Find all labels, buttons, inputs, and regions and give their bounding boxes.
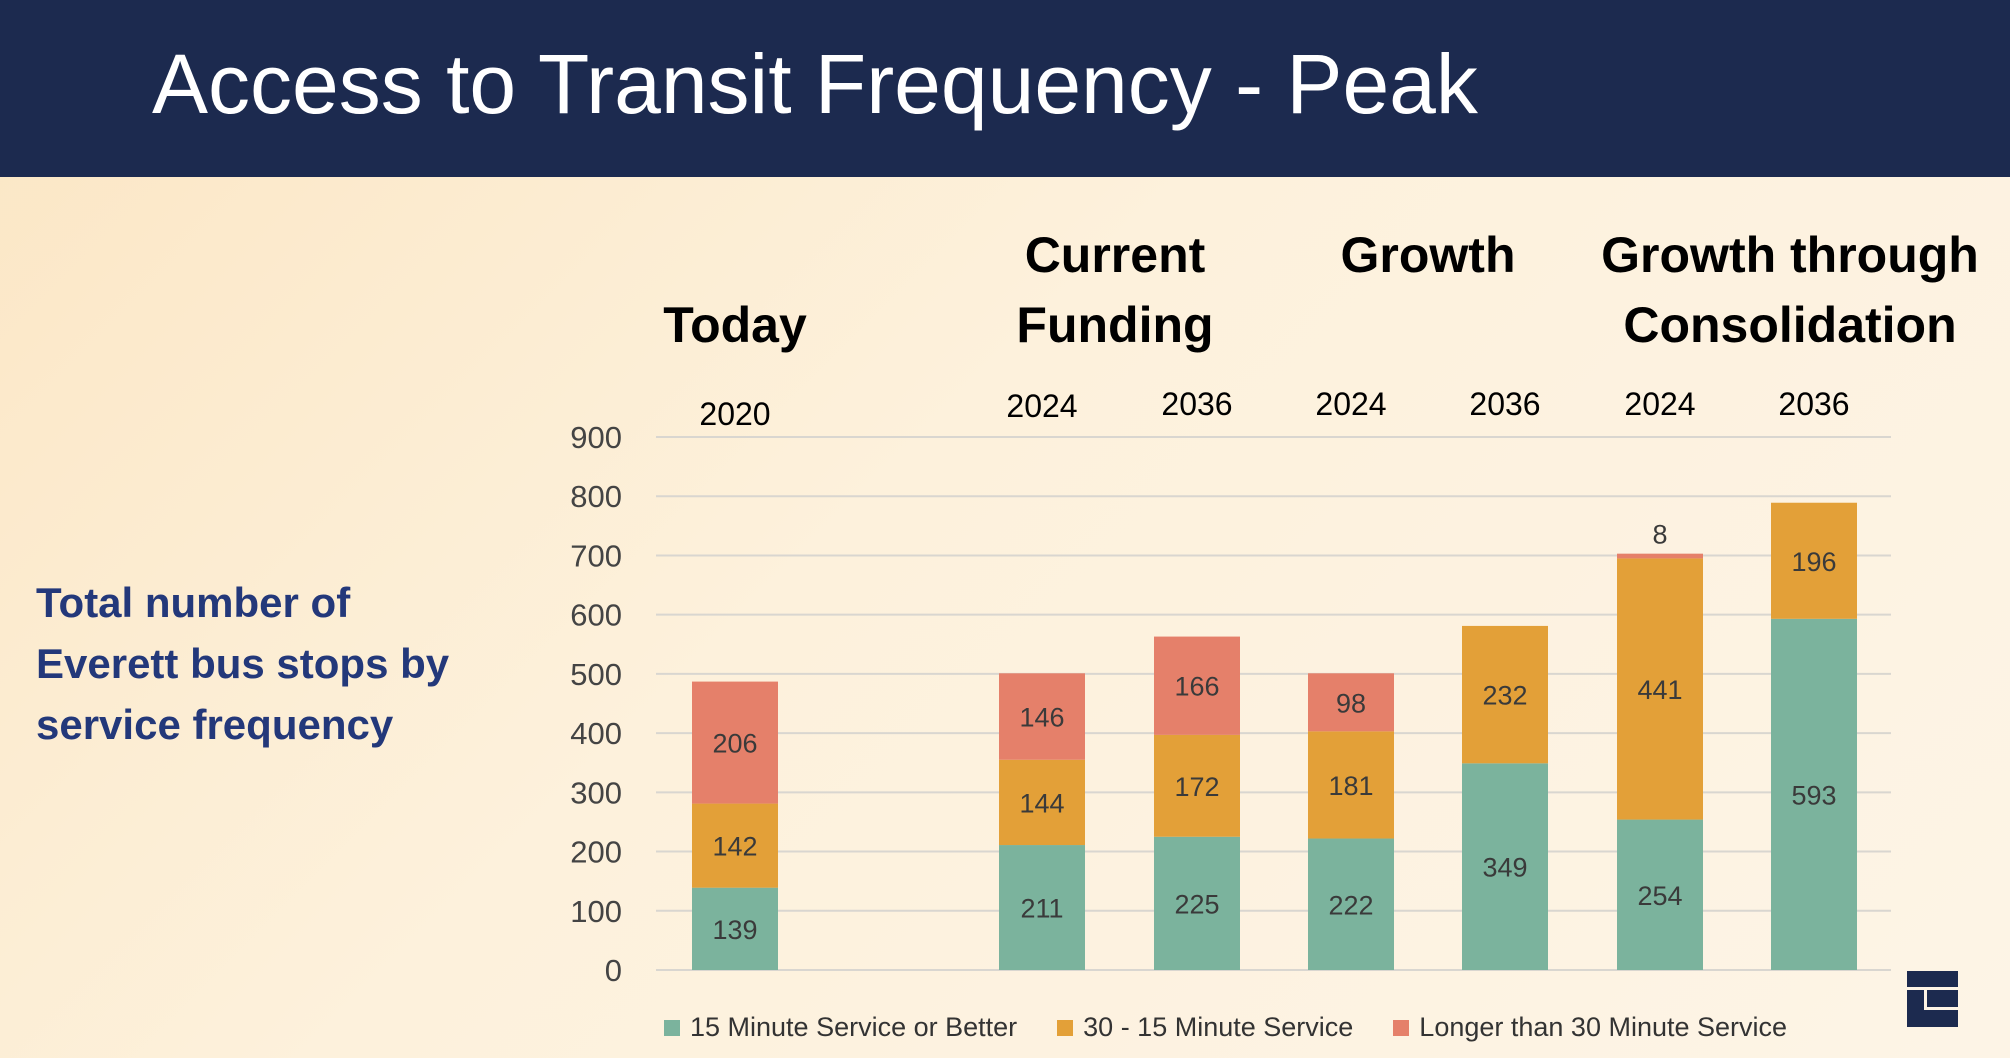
data-label: 441 bbox=[1637, 675, 1682, 705]
bar-segment bbox=[1617, 553, 1703, 559]
page-title: Access to Transit Frequency - Peak bbox=[152, 37, 1478, 131]
data-label: 172 bbox=[1174, 772, 1219, 802]
data-label: 254 bbox=[1637, 881, 1682, 911]
data-label: 144 bbox=[1019, 788, 1064, 818]
legend-label: 30 - 15 Minute Service bbox=[1083, 1012, 1354, 1042]
agency-logo-icon bbox=[1907, 971, 1958, 1027]
legend-swatch bbox=[1393, 1019, 1410, 1036]
group-label-today: Today bbox=[663, 297, 807, 353]
x-category-label: 2024 bbox=[1006, 388, 1078, 424]
bar-segment bbox=[692, 681, 778, 804]
x-category-label: 2024 bbox=[1315, 386, 1387, 422]
bar-segment bbox=[692, 803, 778, 888]
legend-item-longer-30min: Longer than 30 Minute Service bbox=[1393, 1012, 1787, 1043]
x-category-label: 2036 bbox=[1469, 386, 1541, 422]
y-tick-label: 700 bbox=[570, 538, 622, 573]
y-tick-label: 200 bbox=[570, 835, 622, 870]
bar-segment bbox=[1771, 502, 1857, 619]
bar-segment bbox=[1462, 625, 1548, 764]
y-tick-label: 300 bbox=[570, 775, 622, 810]
data-label: 206 bbox=[712, 729, 757, 759]
x-category-label: 2036 bbox=[1161, 386, 1233, 422]
bar-segment bbox=[1308, 673, 1394, 732]
y-tick-label: 100 bbox=[570, 894, 622, 929]
bar-segment bbox=[1771, 618, 1857, 970]
data-label: 593 bbox=[1791, 780, 1836, 810]
bar-segment bbox=[1617, 558, 1703, 820]
bar-segment bbox=[1617, 819, 1703, 970]
bar-segment bbox=[1154, 836, 1240, 970]
data-label: 232 bbox=[1482, 681, 1527, 711]
data-label: 225 bbox=[1174, 889, 1219, 919]
legend: 15 Minute Service or Better 30 - 15 Minu… bbox=[664, 1012, 1787, 1043]
data-label: 196 bbox=[1791, 547, 1836, 577]
y-tick-label: 900 bbox=[570, 420, 622, 455]
data-label: 146 bbox=[1019, 703, 1064, 733]
y-tick-label: 400 bbox=[570, 716, 622, 751]
bar-segment bbox=[999, 673, 1085, 760]
bar-segment bbox=[1462, 763, 1548, 970]
y-tick-label: 500 bbox=[570, 657, 622, 692]
bar-segment bbox=[1154, 734, 1240, 837]
group-label-growth: Growth bbox=[1340, 227, 1516, 283]
legend-item-30-15min: 30 - 15 Minute Service bbox=[1057, 1012, 1353, 1043]
bar-segment bbox=[999, 759, 1085, 846]
legend-item-15min: 15 Minute Service or Better bbox=[664, 1012, 1017, 1043]
y-tick-label: 600 bbox=[570, 598, 622, 633]
y-tick-label: 800 bbox=[570, 479, 622, 514]
data-label: 181 bbox=[1328, 771, 1373, 801]
data-label: 222 bbox=[1328, 890, 1373, 920]
data-label: 139 bbox=[712, 915, 757, 945]
data-label: 211 bbox=[1020, 894, 1063, 924]
group-label-current-funding: Current Funding bbox=[1016, 227, 1214, 353]
data-label: 349 bbox=[1482, 853, 1527, 883]
bar-segment bbox=[1154, 636, 1240, 735]
x-category-label: 2036 bbox=[1778, 386, 1850, 422]
legend-swatch bbox=[664, 1019, 680, 1036]
y-tick-label: 0 bbox=[605, 953, 622, 988]
legend-label: 15 Minute Service or Better bbox=[690, 1012, 1018, 1042]
data-label: 98 bbox=[1336, 688, 1366, 718]
bar-segment bbox=[692, 887, 778, 970]
legend-swatch bbox=[1057, 1019, 1074, 1036]
bar-segment bbox=[999, 845, 1085, 970]
data-label: 8 bbox=[1652, 520, 1667, 550]
x-category-label: 2024 bbox=[1624, 386, 1696, 422]
x-category-label: 2020 bbox=[699, 396, 771, 432]
data-label: 142 bbox=[712, 832, 757, 862]
bar-segment bbox=[1308, 838, 1394, 970]
legend-label: Longer than 30 Minute Service bbox=[1419, 1012, 1788, 1042]
group-label-consolidation: Growth through Consolidation bbox=[1601, 227, 1979, 353]
data-label: 166 bbox=[1174, 672, 1219, 702]
bar-segment bbox=[1308, 731, 1394, 839]
header-bar: Access to Transit Frequency - Peak bbox=[0, 0, 2010, 177]
side-description: Total number of Everett bus stops by ser… bbox=[36, 579, 450, 748]
